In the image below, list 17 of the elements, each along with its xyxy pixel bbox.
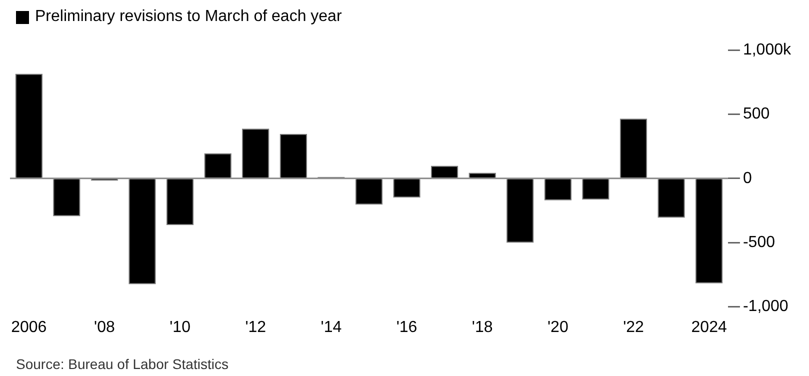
x-tick-label: '16 — [396, 318, 418, 336]
x-tick-label: '08 — [94, 318, 115, 336]
y-tick-label: 500 — [742, 106, 770, 123]
x-tick-label: '22 — [623, 318, 644, 336]
y-tick-label: 1,000k — [742, 41, 792, 58]
x-tick-label: 2024 — [691, 318, 727, 336]
source-note: Source: Bureau of Labor Statistics — [16, 356, 228, 372]
x-tick-label: '20 — [547, 318, 568, 336]
y-tick-label: -500 — [742, 234, 776, 252]
x-tick-label: '12 — [245, 318, 266, 336]
y-tick-label: -1,000 — [742, 298, 788, 316]
x-tick-label: 2006 — [11, 318, 47, 336]
x-tick-label: '10 — [170, 318, 191, 336]
x-tick-label: '14 — [320, 318, 342, 336]
y-tick-label: 0 — [742, 170, 752, 187]
x-tick-label: '18 — [472, 318, 493, 336]
legend-label: Preliminary revisions to March of each year — [35, 8, 342, 26]
